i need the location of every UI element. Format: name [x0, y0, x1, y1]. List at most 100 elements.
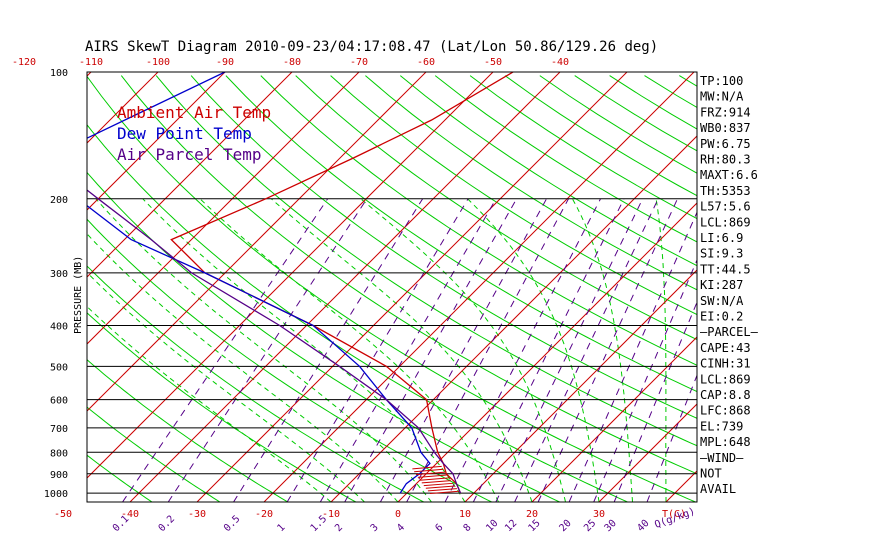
- dry-adiabat: [469, 75, 697, 220]
- isotherm: [263, 72, 695, 502]
- legend-entry: Air Parcel Temp: [117, 145, 262, 164]
- mixing-ratio-tick-label: 20: [557, 518, 573, 534]
- index-entry: L57:5.6: [700, 200, 751, 214]
- index-entry: TP:100: [700, 74, 743, 88]
- dry-adiabat: [749, 76, 870, 502]
- chart-title: AIRS SkewT Diagram 2010-09-23/04:17:08.4…: [85, 39, 658, 55]
- mixing-ratio-line: [319, 198, 497, 502]
- mixing-ratio-line: [613, 300, 697, 502]
- index-entry: SI:9.3: [700, 247, 743, 261]
- dry-adiabat: [120, 75, 697, 475]
- ambient-air-temp-line: [170, 72, 514, 494]
- pressure-tick-label: 700: [50, 424, 68, 435]
- dry-adiabat: [87, 359, 289, 502]
- mixing-ratio-tick-label: 3: [369, 522, 381, 534]
- isotherm: [733, 63, 870, 502]
- mixing-ratio-line: [286, 198, 469, 502]
- index-entry: TH:5353: [700, 184, 751, 198]
- mixing-ratio-tick-label: 15: [526, 518, 542, 534]
- isotherm: [87, 72, 293, 278]
- top-temp-tick-label: -50: [484, 57, 502, 68]
- index-entry: LFC:868: [700, 404, 751, 418]
- cin-hatch: [419, 477, 450, 481]
- pressure-tick-label: 800: [50, 448, 68, 459]
- dry-adiabat: [155, 75, 697, 447]
- cin-hatch: [414, 468, 444, 473]
- mixing-ratio-tick-label: 6: [433, 522, 445, 534]
- isotherm: [464, 269, 697, 502]
- moist-adiabat: [95, 198, 432, 502]
- index-entry: RH:80.3: [700, 153, 751, 167]
- mixing-ratio-tick-label: 10: [484, 518, 500, 534]
- index-entry: EL:739: [700, 419, 743, 433]
- index-entry: FRZ:914: [700, 105, 751, 119]
- mixing-ratio-line: [472, 198, 625, 502]
- dry-adiabat: [190, 75, 697, 419]
- cin-hatch: [425, 485, 455, 489]
- mixing-ratio-line: [593, 258, 697, 502]
- cin-hatch: [417, 474, 448, 478]
- cin-hatch: [423, 482, 453, 487]
- bottom-temp-tick-label: 30: [593, 509, 605, 520]
- index-entry: LI:6.9: [700, 231, 743, 245]
- top-temp-tick-label: -90: [216, 57, 234, 68]
- pressure-tick-label: 600: [50, 396, 68, 407]
- isotherm: [87, 72, 494, 479]
- moist-adiabat: [655, 198, 667, 502]
- air-parcel-temp-line: [87, 189, 462, 494]
- index-entry: LCL:869: [700, 215, 751, 229]
- mixing-ratio-tick-label: 0.2: [157, 514, 178, 535]
- index-entry: MAXT:6.6: [700, 168, 758, 182]
- cin-hatch: [429, 490, 460, 494]
- legend-entry: Dew Point Temp: [117, 124, 252, 143]
- index-entry: MPL:648: [700, 435, 751, 449]
- top-temp-tick-label: -60: [417, 57, 435, 68]
- moist-adiabat: [199, 198, 499, 502]
- mixing-ratio-tick-label: 0.5: [222, 514, 243, 535]
- dry-adiabat: [87, 406, 221, 502]
- index-entry: TT:44.5: [700, 262, 751, 276]
- cin-hatch: [427, 488, 457, 492]
- bottom-temp-tick-label: -20: [255, 509, 273, 520]
- index-entry: EI:0.2: [700, 310, 743, 324]
- moist-adiabat: [571, 198, 633, 502]
- bottom-temp-tick-label: 10: [459, 509, 471, 520]
- mixing-ratio-tick-label: 25: [582, 518, 598, 534]
- index-entry: NOT: [700, 467, 722, 481]
- dew-point-temp-line: [87, 72, 431, 494]
- mixing-ratio-line: [233, 198, 424, 502]
- isotherm: [87, 72, 226, 211]
- pressure-tick-label: 400: [50, 322, 68, 333]
- mixing-ratio-line: [646, 374, 697, 502]
- dry-adiabat: [399, 75, 697, 267]
- bottom-temp-tick-label: 20: [526, 509, 538, 520]
- mixing-ratio-line: [167, 198, 368, 502]
- dry-adiabat: [0, 76, 16, 502]
- plot-frame: [86, 71, 698, 503]
- legend-entry: Ambient Air Temp: [117, 103, 271, 122]
- index-entry: —PARCEL—: [700, 325, 759, 339]
- isotherm: [397, 202, 697, 502]
- isotherm: [598, 403, 697, 502]
- dry-adiabat: [87, 123, 628, 502]
- mixing-ratio-tick-label: 8: [462, 522, 474, 534]
- pressure-tick-label: 300: [50, 269, 68, 280]
- isotherm: [129, 72, 561, 502]
- mixing-ratio-line: [122, 198, 329, 502]
- mixing-ratio-line: [379, 198, 547, 502]
- sounding-profiles: [87, 72, 514, 494]
- top-temp-tick-label: -80: [283, 57, 301, 68]
- dry-adiabat: [225, 75, 697, 393]
- moist-adiabat: [87, 271, 365, 502]
- dry-adiabat: [0, 76, 84, 502]
- dry-adiabat: [295, 75, 697, 341]
- mixing-ratio-tick-label: 1: [275, 522, 287, 534]
- mixing-ratio-line: [344, 198, 518, 502]
- index-entry: PW:6.75: [700, 137, 751, 151]
- cin-hatch: [415, 471, 446, 476]
- top-temp-tick-label: -110: [79, 57, 103, 68]
- mixing-ratio-line: [495, 198, 644, 502]
- moist-adiabat: [270, 198, 533, 502]
